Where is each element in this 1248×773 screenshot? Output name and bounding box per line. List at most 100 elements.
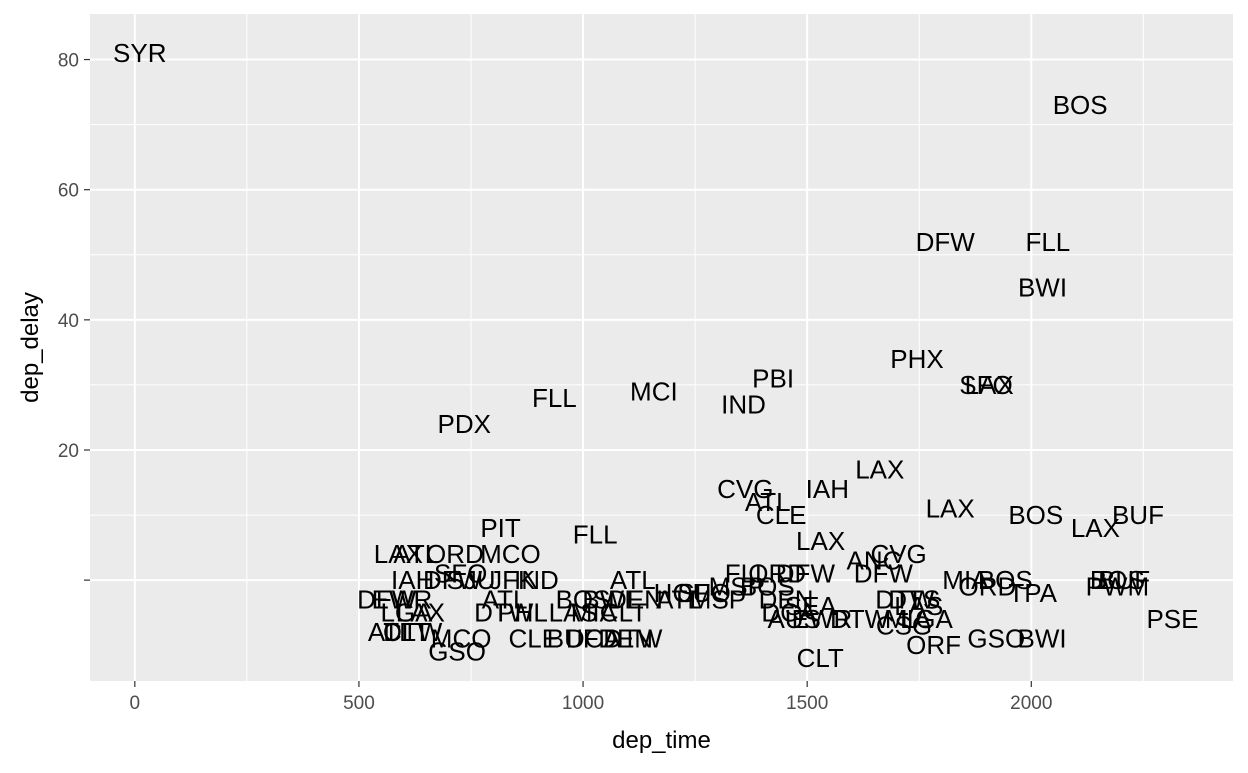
point-label: DTW <box>875 585 935 615</box>
minor-gridlines <box>90 14 1233 681</box>
point-label: FLL <box>1025 227 1070 257</box>
point-label: FLL <box>725 559 770 589</box>
point-label: BOS <box>1053 90 1108 120</box>
point-label: AUS <box>767 604 820 634</box>
point-label: CSG <box>876 611 932 641</box>
point-label: BUF <box>1098 565 1150 595</box>
point-label: ATL <box>368 617 414 647</box>
point-label: DTS <box>888 585 940 615</box>
point-label: BOS <box>1008 500 1063 530</box>
x-tick-label: 500 <box>343 693 375 714</box>
point-label: CLT <box>600 598 647 628</box>
point-label: HOU <box>654 578 712 608</box>
point-label: BOS <box>556 585 611 615</box>
point-label: DEN <box>759 585 814 615</box>
point-label: BWI <box>582 585 631 615</box>
point-label: LGA <box>901 604 954 634</box>
point-label: IND <box>721 389 766 419</box>
point-label: DEN <box>608 585 663 615</box>
x-tick-label: 1500 <box>786 693 828 714</box>
y-tick-label: 60 <box>58 181 79 202</box>
x-tick-label: 1000 <box>562 693 604 714</box>
x-tick-label: 2000 <box>1010 693 1052 714</box>
point-label: GSO <box>967 624 1025 654</box>
point-label: PBI <box>752 363 794 393</box>
point-label: CVG <box>870 539 926 569</box>
point-label: PHX <box>890 344 943 374</box>
x-axis-title: dep_time <box>612 727 711 754</box>
point-label: MCI <box>630 376 678 406</box>
point-label: LAX <box>926 494 975 524</box>
major-gridlines <box>90 14 1233 681</box>
point-label: FLL <box>532 383 577 413</box>
point-label: BOS <box>1090 565 1145 595</box>
point-label: ANC <box>847 546 902 576</box>
point-label: SFO <box>677 578 730 608</box>
point-label: GSO <box>428 637 486 667</box>
point-label: MCO <box>431 624 492 654</box>
point-label: LGA <box>380 598 433 628</box>
point-label: PDX <box>438 409 491 439</box>
point-label: DFW <box>776 559 836 589</box>
axes: 0 500 1000 1500 2000 20 40 60 80 <box>58 51 1053 714</box>
point-label: BWI <box>1018 272 1067 302</box>
point-label: IAH <box>806 474 849 504</box>
point-label: BOS <box>978 565 1033 595</box>
point-label: MSP <box>690 585 746 615</box>
point-label: DTW <box>603 624 663 654</box>
point-label: BUF <box>547 624 599 654</box>
point-label: ORD <box>426 539 484 569</box>
point-label: BUF <box>1112 500 1164 530</box>
point-label: TPA <box>1008 578 1057 608</box>
point-label: CLT <box>797 643 844 673</box>
point-label: PHL <box>497 598 548 628</box>
point-label: EWR <box>792 604 853 634</box>
point-label: MIA <box>885 604 932 634</box>
point-label: IAH <box>391 565 434 595</box>
point-label: LAX <box>965 370 1014 400</box>
point-label: CLE <box>508 624 559 654</box>
point-label: ATL <box>656 585 702 615</box>
point-label: SFO <box>434 559 487 589</box>
point-label: ATL <box>393 539 439 569</box>
point-label: SYR <box>113 38 166 68</box>
point-label: ATL <box>610 565 656 595</box>
point-label: LAX <box>396 598 445 628</box>
point-label: LAS <box>549 598 598 628</box>
point-label: LAX <box>374 539 423 569</box>
point-label: MIA <box>571 598 618 628</box>
point-label: PIT <box>480 513 521 543</box>
point-label: PSE <box>1146 604 1198 634</box>
point-label: ATL <box>745 487 791 517</box>
point-label: LAX <box>1071 513 1120 543</box>
point-label: FLL <box>573 520 618 550</box>
point-label: IND <box>514 565 559 595</box>
point-label: SEA <box>785 591 838 621</box>
point-label: MIA <box>942 565 989 595</box>
point-label: ORF <box>906 630 961 660</box>
point-label: DFW <box>854 559 914 589</box>
point-label: DTW <box>474 598 534 628</box>
point-label: EWR <box>372 585 433 615</box>
point-label: DCA <box>566 624 622 654</box>
point-label: MSP <box>709 572 765 602</box>
point-label: LAX <box>796 526 845 556</box>
plot-panel <box>90 14 1233 681</box>
point-label: DTW <box>383 617 443 647</box>
point-label: SFO <box>959 370 1012 400</box>
point-label: ORD <box>958 572 1016 602</box>
point-label: DCA <box>761 598 817 628</box>
point-label: BWI <box>1017 624 1066 654</box>
point-label: SJU <box>446 565 495 595</box>
x-tick-label: 0 <box>130 693 141 714</box>
point-label: ORD <box>748 559 806 589</box>
point-label: DEN <box>598 624 653 654</box>
point-label: DFW <box>357 585 417 615</box>
point-label: CLE <box>756 500 807 530</box>
point-label: CLT <box>383 617 430 647</box>
point-label: MCO <box>480 539 541 569</box>
point-label: DTW <box>830 604 890 634</box>
point-label: BOS <box>740 572 795 602</box>
y-tick-label: 40 <box>58 311 79 332</box>
